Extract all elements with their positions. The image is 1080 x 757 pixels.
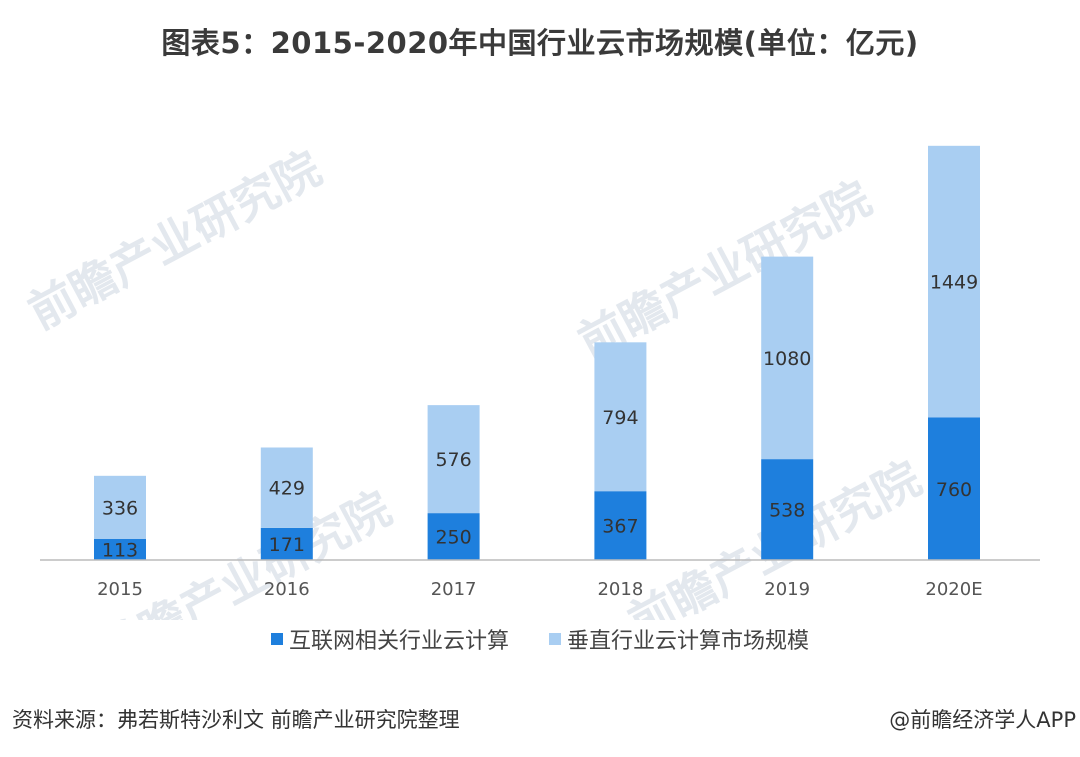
bar-internet-2017: [427, 513, 480, 560]
data-label-internet-2018: 367: [602, 516, 638, 538]
stacked-bar-chart: 前瞻产业研究院前瞻产业研究院前瞻产业研究院前瞻产业研究院 11333617142…: [20, 141, 1040, 620]
bar-internet-2015: [94, 538, 146, 560]
data-label-internet-2020E: 760: [936, 479, 972, 501]
data-label-internet-2019: 538: [769, 500, 805, 522]
x-tick-label-2015: 2015: [97, 579, 143, 600]
data-label-vertical-2016: 429: [269, 478, 305, 500]
data-label-internet-2015: 113: [102, 539, 138, 561]
footer: 资料来源：弗若斯特沙利文 前瞻产业研究院整理 @前瞻经济学人APP: [0, 700, 1080, 740]
legend-label-internet: 互联网相关行业云计算: [288, 629, 509, 654]
bar-vertical-2016: [260, 447, 313, 528]
watermark-text: 前瞻产业研究院: [570, 171, 880, 370]
x-tick-label-2018: 2018: [597, 579, 643, 600]
bar-vertical-2019: [761, 256, 814, 460]
bar-vertical-2020E: [928, 145, 980, 418]
x-tick-label-2020E: 2020E: [925, 579, 982, 600]
bar-internet-2019: [761, 459, 814, 560]
chart-title: 图表5：2015-2020年中国行业云市场规模(单位：亿元): [161, 26, 919, 60]
bar-vertical-2015: [94, 475, 146, 539]
data-label-internet-2016: 171: [269, 534, 305, 556]
bar-internet-2016: [260, 527, 313, 560]
legend-item-vertical: 垂直行业云计算市场规模: [549, 623, 809, 655]
data-label-vertical-2018: 794: [602, 407, 638, 429]
bar-vertical-2017: [427, 405, 480, 514]
bar-internet-2018: [594, 491, 647, 560]
legend-label-vertical: 垂直行业云计算市场规模: [567, 629, 810, 654]
x-tick-label-2019: 2019: [764, 579, 810, 600]
watermark-text: 前瞻产业研究院: [20, 141, 330, 340]
credit-note: @前瞻经济学人APP: [889, 708, 1076, 732]
legend: 互联网相关行业云计算 垂直行业云计算市场规模: [0, 623, 1080, 655]
legend-swatch-internet: [270, 633, 283, 645]
x-axis: 2015 2016 2017 2018 2019 2020E: [40, 559, 1040, 600]
data-label-internet-2017: 250: [435, 527, 471, 549]
data-label-vertical-2019: 1080: [763, 348, 811, 370]
source-note: 资料来源：弗若斯特沙利文 前瞻产业研究院整理: [12, 708, 460, 732]
x-tick-label-2017: 2017: [431, 579, 477, 600]
data-label-vertical-2017: 576: [435, 449, 471, 471]
bar-internet-2020E: [928, 417, 980, 560]
legend-item-internet: 互联网相关行业云计算: [270, 623, 509, 655]
bars-layer: 113 336 171 429 250 576 367 794 538 1080 760 1449: [94, 145, 980, 561]
legend-swatch-vertical: [549, 633, 561, 645]
bar-vertical-2018: [594, 342, 647, 492]
x-tick-label-2016: 2016: [264, 579, 310, 600]
data-label-vertical-2020E: 1449: [930, 272, 978, 294]
data-label-vertical-2015: 336: [102, 497, 138, 519]
